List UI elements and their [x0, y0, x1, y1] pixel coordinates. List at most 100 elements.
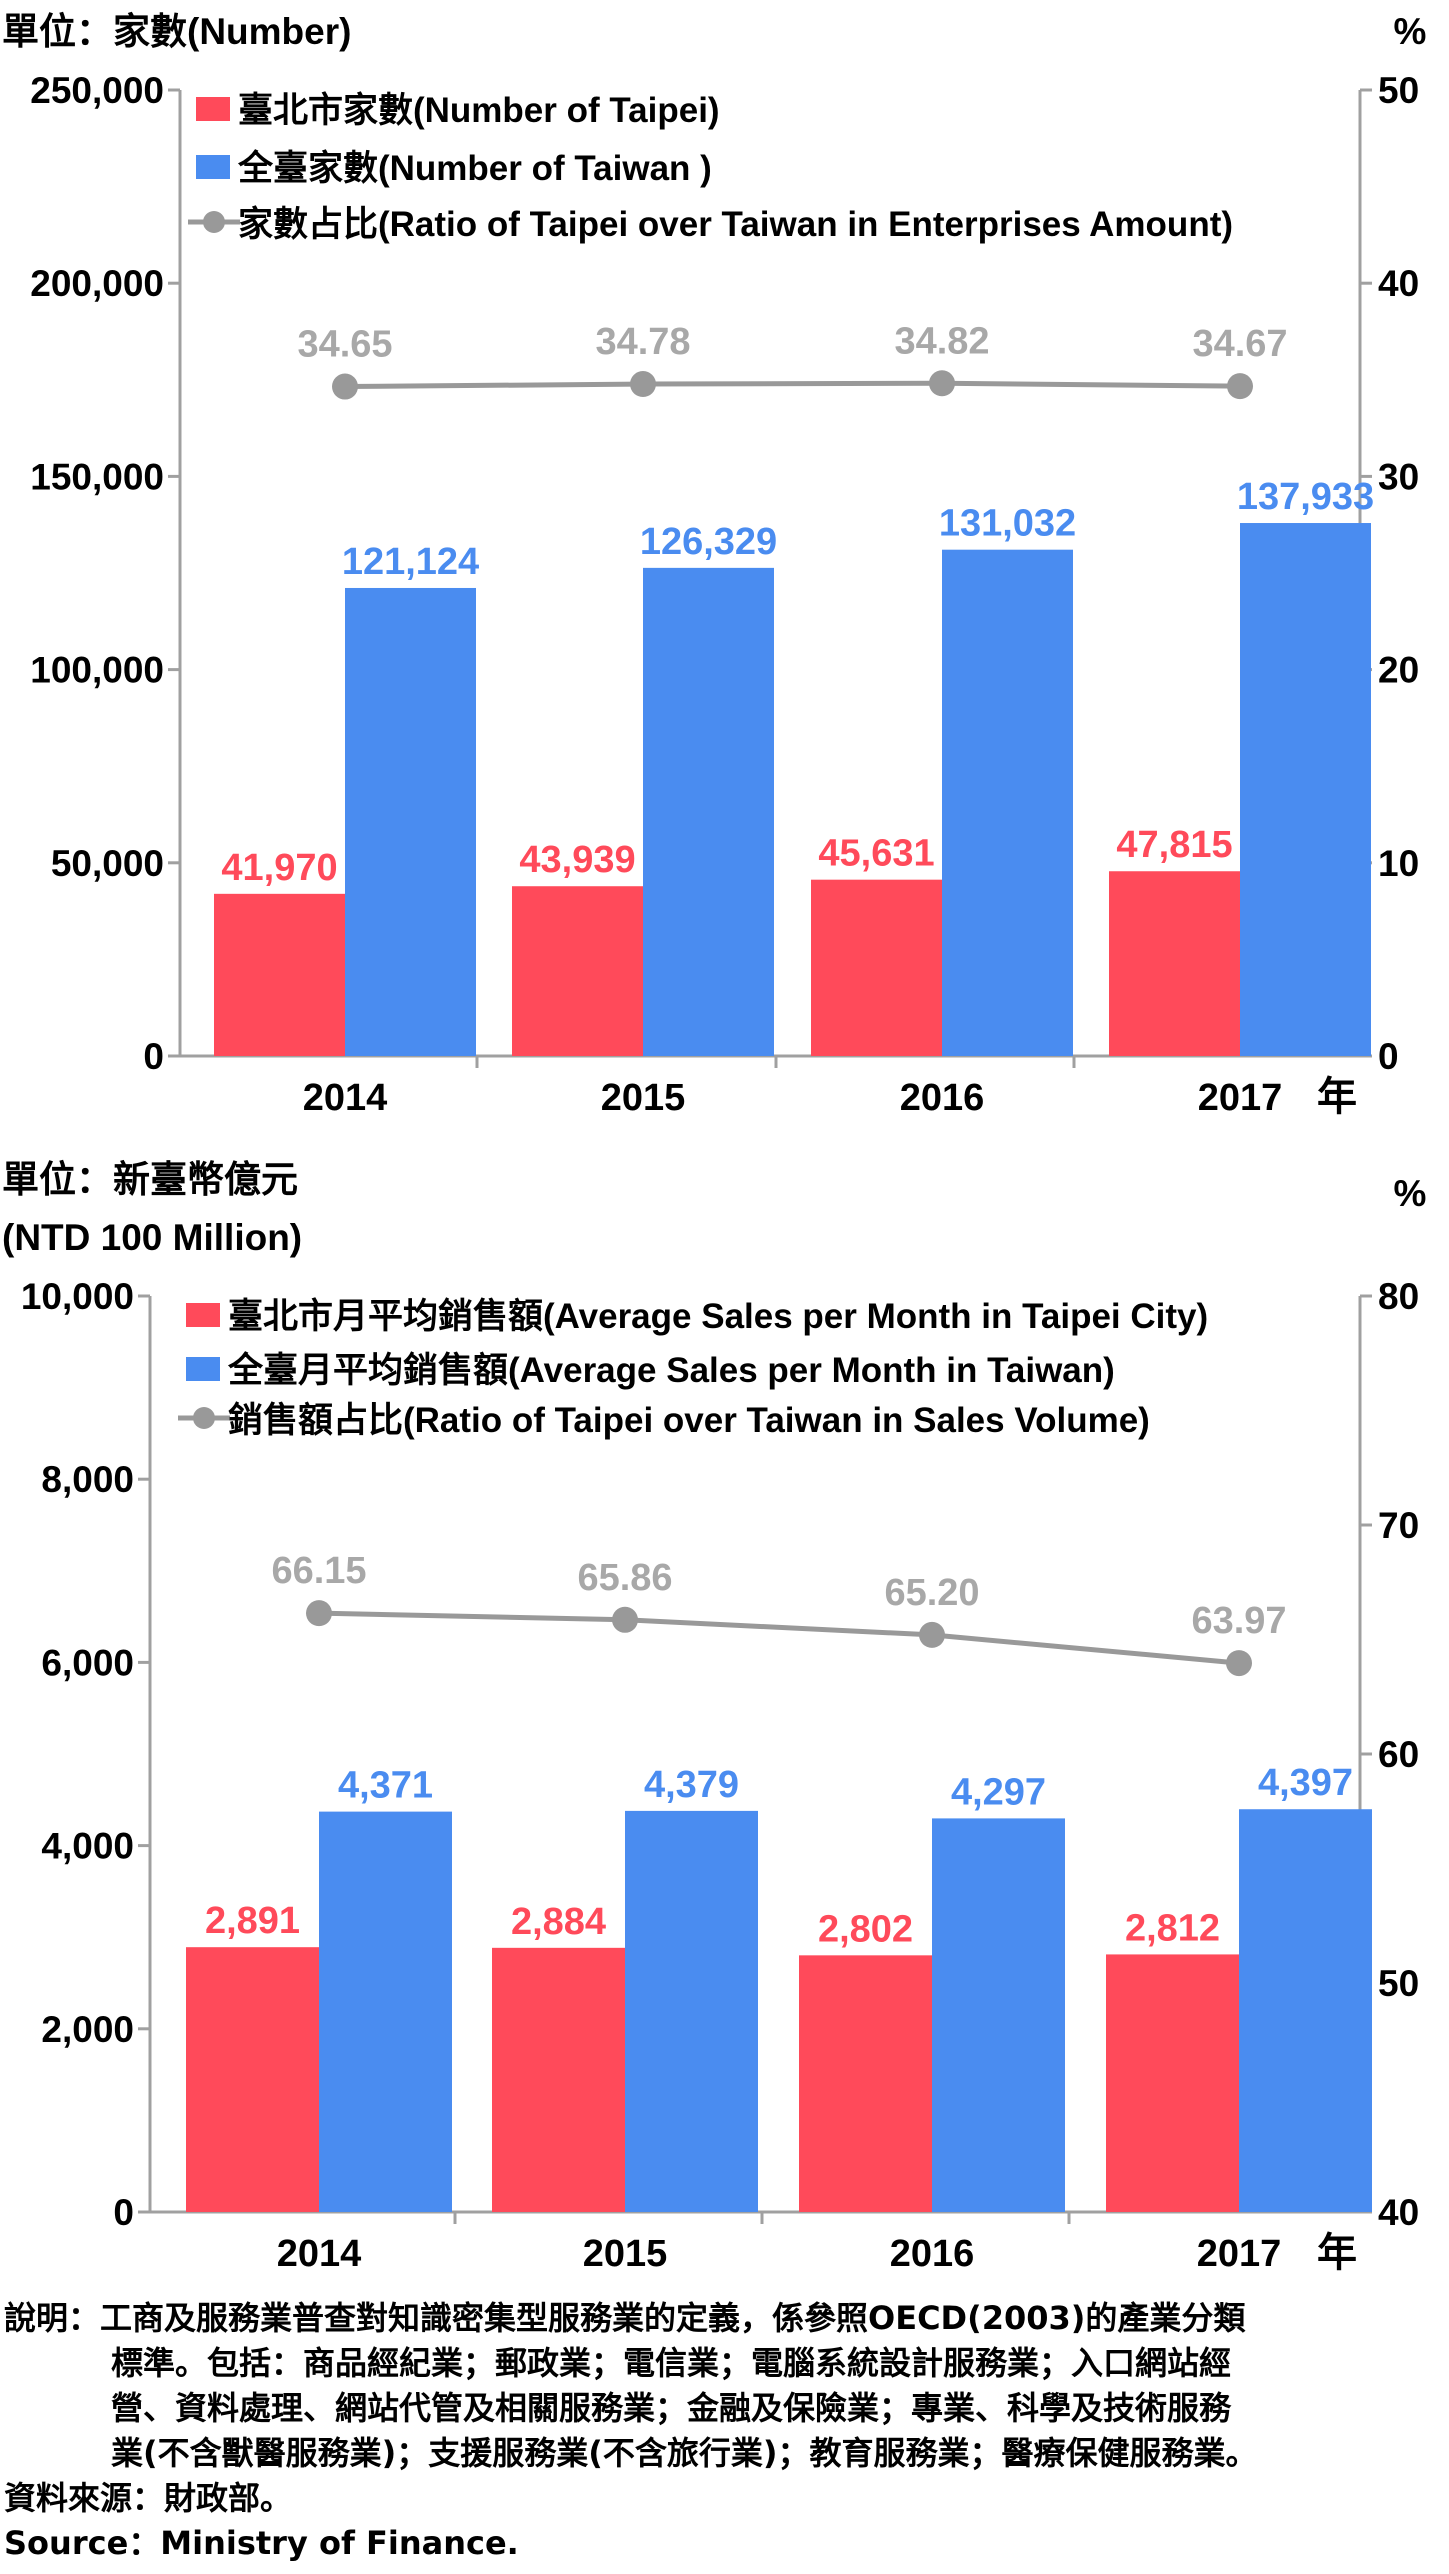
x-tick-label: 2014	[277, 2233, 362, 2275]
bar-taiwan	[1239, 1809, 1372, 2212]
sales-volume-chart: 單位：新臺幣億元 (NTD 100 Million)% 0 2,000 4,000 6,0…	[2, 1159, 1426, 2275]
bar-taipei	[512, 886, 643, 1056]
unit-label-right: %	[1394, 11, 1427, 52]
bar-data-label: 121,124	[342, 541, 479, 583]
legend-swatch	[186, 1303, 220, 1327]
legend-label: 全臺家數(Number of Taiwan )	[237, 148, 712, 188]
ratio-data-label: 34.67	[1192, 323, 1287, 365]
bar-data-label: 4,371	[338, 1765, 433, 1807]
bar-taipei	[1109, 871, 1240, 1056]
y2-tick-label: 80	[1378, 1276, 1419, 1317]
y2-tick-label: 0	[1378, 1036, 1399, 1077]
ratio-data-label: 34.82	[894, 320, 989, 362]
y2-tick-label: 10	[1378, 843, 1419, 884]
legend-label: 家數占比(Ratio of Taipei over Taiwan in Ente…	[238, 205, 1233, 244]
y2-tick-label: 60	[1378, 1734, 1419, 1775]
legend-marker	[193, 1407, 215, 1429]
bar-taipei	[811, 879, 942, 1056]
notes-line-4: 業(不含獸醫服務業)；支援服務業(不含旅行業)；教育服務業；醫療保健服務業。	[111, 2434, 1258, 2472]
legend-swatch	[196, 97, 230, 121]
ratio-data-label: 63.97	[1191, 1600, 1286, 1642]
y-tick-label: 200,000	[30, 263, 164, 304]
y-tick-label: 8,000	[41, 1459, 134, 1500]
y-tick-label: 0	[113, 2192, 134, 2233]
bar-taipei	[214, 893, 345, 1056]
notes-section: 說明：工商及服務業普查對知識密集型服務業的定義，係參照OECD(2003)的產業…	[4, 2296, 1444, 2566]
ratio-line	[344, 380, 1241, 390]
enterprise-count-chart: 單位：家數(Number) % 0 50,000 100,000 150,000 200,0…	[2, 11, 1426, 1119]
bar-taiwan	[625, 1810, 758, 2212]
y2-tick-label: 30	[1378, 456, 1419, 497]
ratio-point	[929, 370, 955, 397]
ratio-data-label: 66.15	[271, 1550, 366, 1592]
legend-label: 全臺月平均銷售額(Average Sales per Month in Taiw…	[227, 1350, 1115, 1390]
y-tick-label: 2,000	[41, 2009, 134, 2050]
y2-tick-label: 40	[1378, 2192, 1419, 2233]
y2-tick-label: 70	[1378, 1505, 1419, 1546]
unit-label-left: 單位：家數(Number)	[2, 11, 351, 52]
y2-tick-label: 40	[1378, 263, 1419, 304]
source-en: Source：Ministry of Finance.	[4, 2524, 519, 2562]
y-tick-label: 10,000	[21, 1276, 134, 1317]
y2-tick-label: 20	[1378, 650, 1419, 691]
unit-label-left-line2: (NTD 100 Million)	[2, 1217, 302, 1258]
ratio-data-label: 65.86	[577, 1557, 672, 1599]
bar-data-label: 131,032	[939, 503, 1076, 545]
legend-label: 銷售額占比(Ratio of Taipei over Taiwan in Sal…	[228, 1401, 1150, 1440]
ratio-point	[332, 373, 358, 400]
x-tick-label: 2017	[1197, 2233, 1282, 2275]
legend-swatch	[186, 1357, 220, 1381]
ratio-line	[318, 1610, 1240, 1666]
unit-label-right: %	[1394, 1173, 1427, 1214]
x-tick-label: 2016	[900, 1077, 985, 1119]
bar-data-label: 2,802	[818, 1908, 913, 1950]
bar-taiwan	[319, 1811, 452, 2212]
ratio-data-label: 34.65	[297, 324, 392, 366]
y-tick-label: 150,000	[30, 456, 164, 497]
legend-marker	[203, 211, 225, 233]
bar-taipei	[186, 1947, 319, 2212]
x-tick-label: 2016	[890, 2233, 975, 2275]
bar-data-label: 43,939	[519, 839, 635, 881]
y-tick-label: 250,000	[30, 70, 164, 111]
bar-taipei	[1106, 1954, 1239, 2212]
bar-data-label: 137,933	[1237, 476, 1374, 518]
bar-data-label: 2,891	[205, 1900, 300, 1942]
bar-data-label: 45,631	[818, 833, 934, 875]
y-tick-label: 100,000	[30, 650, 164, 691]
y-tick-label: 6,000	[41, 1642, 134, 1683]
notes-line-1: 說明：工商及服務業普查對知識密集型服務業的定義，係參照OECD(2003)的產業…	[4, 2299, 1246, 2337]
bar-taiwan	[345, 587, 476, 1056]
ratio-point	[630, 371, 656, 398]
ratio-point	[306, 1600, 332, 1627]
x-axis-suffix: 年	[1317, 2231, 1357, 2275]
ratio-point	[1227, 373, 1253, 400]
bar-data-label: 4,379	[644, 1764, 739, 1806]
ratio-point	[919, 1621, 945, 1648]
y2-tick-label: 50	[1378, 70, 1419, 111]
x-tick-label: 2015	[583, 2233, 668, 2275]
bar-taiwan	[932, 1818, 1065, 2212]
charts-canvas: 單位：家數(Number) % 0 50,000 100,000 150,000 200,0…	[2, 11, 1426, 2275]
bar-taipei	[799, 1955, 932, 2212]
bar-data-label: 41,970	[221, 847, 337, 889]
notes-line-2: 標準。包括：商品經紀業；郵政業；電信業；電腦系統設計服務業；入口網站經	[111, 2344, 1232, 2382]
ratio-data-label: 34.78	[595, 321, 690, 363]
legend-label: 臺北市月平均銷售額(Average Sales per Month in Tai…	[228, 1297, 1208, 1336]
ratio-point	[612, 1606, 638, 1633]
x-axis-suffix: 年	[1317, 1075, 1357, 1119]
source-zh: 資料來源：財政部。	[4, 2479, 293, 2517]
x-tick-label: 2017	[1198, 1077, 1283, 1119]
y2-tick-label: 50	[1378, 1963, 1419, 2004]
bar-data-label: 2,884	[511, 1901, 606, 1943]
bar-taiwan	[942, 549, 1073, 1056]
bar-data-label: 4,297	[951, 1771, 1046, 1813]
bar-data-label: 2,812	[1125, 1907, 1220, 1949]
y-tick-label: 0	[143, 1036, 164, 1077]
unit-label-left: 單位：新臺幣億元	[2, 1159, 298, 1200]
bar-data-label: 4,397	[1258, 1762, 1353, 1804]
bar-taiwan	[643, 567, 774, 1056]
x-tick-label: 2014	[303, 1077, 388, 1119]
ratio-data-label: 65.20	[884, 1572, 979, 1614]
legend-label: 臺北市家數(Number of Taipei)	[238, 91, 720, 130]
